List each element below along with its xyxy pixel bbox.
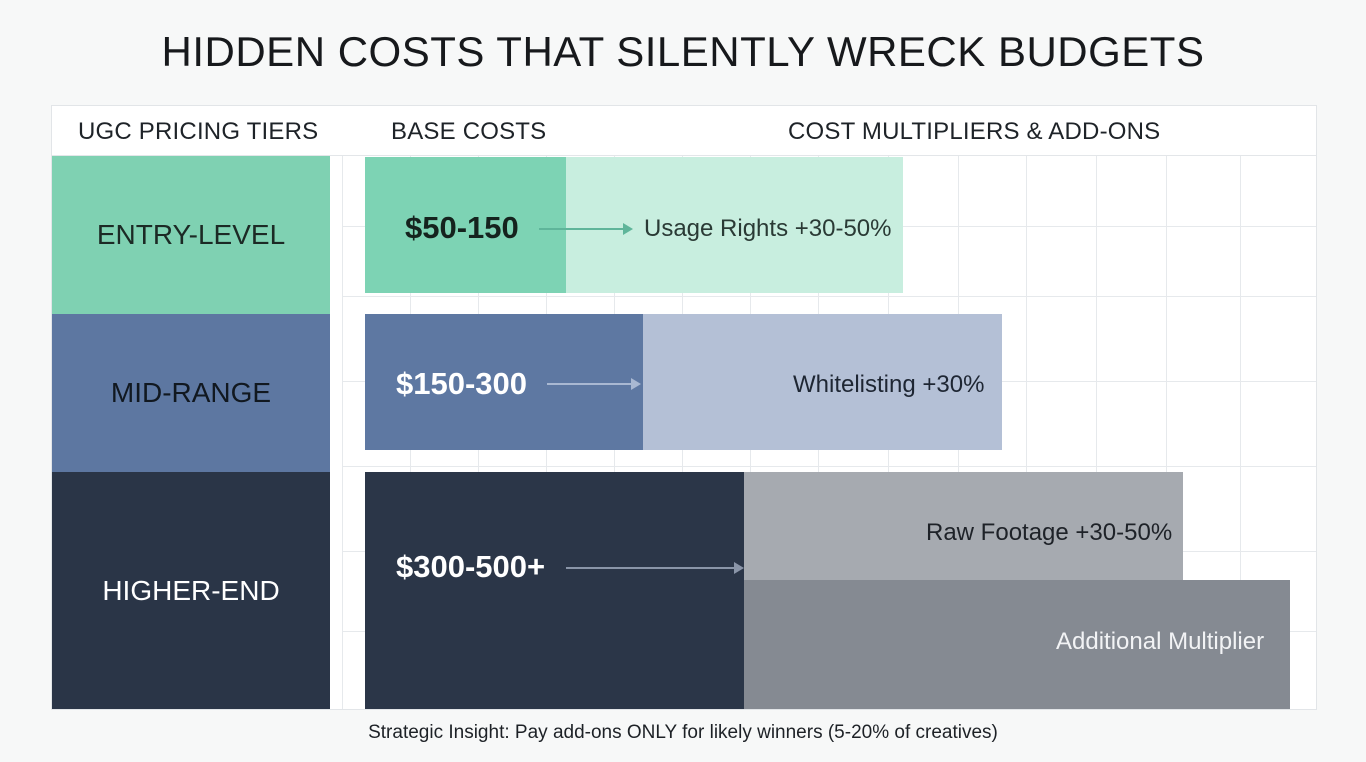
strategic-insight: Strategic Insight: Pay add-ons ONLY for … (0, 722, 1366, 744)
tier-label: HIGHER-END (102, 574, 280, 606)
base-cost-mid: $150-300 (396, 366, 528, 401)
header-multipliers: COST MULTIPLIERS & ADD-ONS (788, 118, 1161, 145)
base-cost-bar-entry (365, 157, 566, 293)
base-cost-high: $300-500+ (396, 549, 546, 584)
grid-line (1096, 156, 1097, 709)
base-cost-bar-mid (365, 314, 643, 450)
addon-label-raw-footage: Raw Footage +30-50% (926, 519, 1173, 546)
tier-mid-range: MID-RANGE (52, 314, 330, 472)
insight-lead: Strategic Insight: (368, 722, 510, 743)
cost-diagram-panel: UGC PRICING TIERS BASE COSTS COST MULTIP… (51, 105, 1317, 710)
base-cost-entry: $50-150 (405, 210, 519, 245)
addon-bar-raw-footage (744, 472, 1183, 592)
insight-text: Pay add-ons ONLY for likely winners (5-2… (509, 722, 998, 743)
grid-line (342, 296, 1316, 297)
base-cost-bar-high (365, 472, 744, 709)
addon-bar-usage-rights (566, 157, 903, 293)
header-divider (52, 155, 1316, 156)
grid-line (1166, 156, 1167, 709)
addon-bar-additional-multiplier (744, 580, 1290, 709)
grid-line (342, 466, 1316, 467)
addon-label-usage-rights: Usage Rights +30-50% (644, 215, 892, 242)
arrow-icon (566, 562, 744, 574)
header-base-costs: BASE COSTS (391, 118, 547, 145)
grid-line (1026, 156, 1027, 709)
tier-label: ENTRY-LEVEL (96, 219, 286, 250)
tier-higher-end: HIGHER-END (52, 472, 330, 709)
grid-line (342, 156, 343, 709)
addon-bar-whitelisting (643, 314, 1002, 450)
arrow-icon (539, 223, 633, 235)
addon-label-whitelisting: Whitelisting +30% (793, 371, 985, 398)
grid-line (1240, 156, 1241, 709)
tier-entry-level: ENTRY-LEVEL (52, 156, 330, 314)
page-title: HIDDEN COSTS THAT SILENTLY WRECK BUDGETS (161, 28, 1205, 75)
tier-label: MID-RANGE (110, 377, 272, 408)
addon-label-additional-multiplier: Additional Multiplier (1056, 628, 1265, 655)
header-tiers: UGC PRICING TIERS (78, 118, 319, 145)
arrow-icon (547, 378, 641, 390)
